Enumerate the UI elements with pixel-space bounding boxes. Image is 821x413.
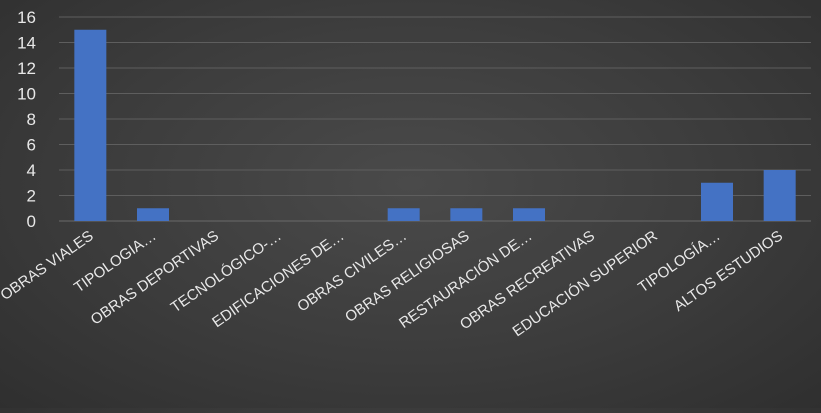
bar <box>701 182 733 221</box>
y-tick-label: 16 <box>17 8 36 27</box>
bar <box>763 170 796 221</box>
y-tick-label: 4 <box>27 161 36 180</box>
bar <box>387 208 420 221</box>
bars <box>74 29 796 221</box>
bar <box>513 208 545 221</box>
y-tick-label: 10 <box>17 85 36 104</box>
x-tick-label: ALTOS ESTUDIOS <box>671 227 786 315</box>
bar <box>74 29 107 221</box>
y-tick-label: 8 <box>27 110 36 129</box>
gridlines <box>59 16 811 222</box>
y-tick-label: 2 <box>27 187 36 206</box>
x-tick-label: TECNOLÓGICO-… <box>168 227 285 316</box>
y-tick-label: 12 <box>17 59 36 78</box>
y-tick-label: 6 <box>27 136 36 155</box>
x-tick-label: OBRAS CIVILES… <box>294 227 410 315</box>
bar <box>450 208 483 221</box>
y-tick-label: 14 <box>17 34 36 53</box>
y-axis-ticks: 0 2 4 6 8 10 12 14 16 <box>17 8 36 231</box>
y-tick-label: 0 <box>27 212 36 231</box>
bar <box>137 208 169 221</box>
